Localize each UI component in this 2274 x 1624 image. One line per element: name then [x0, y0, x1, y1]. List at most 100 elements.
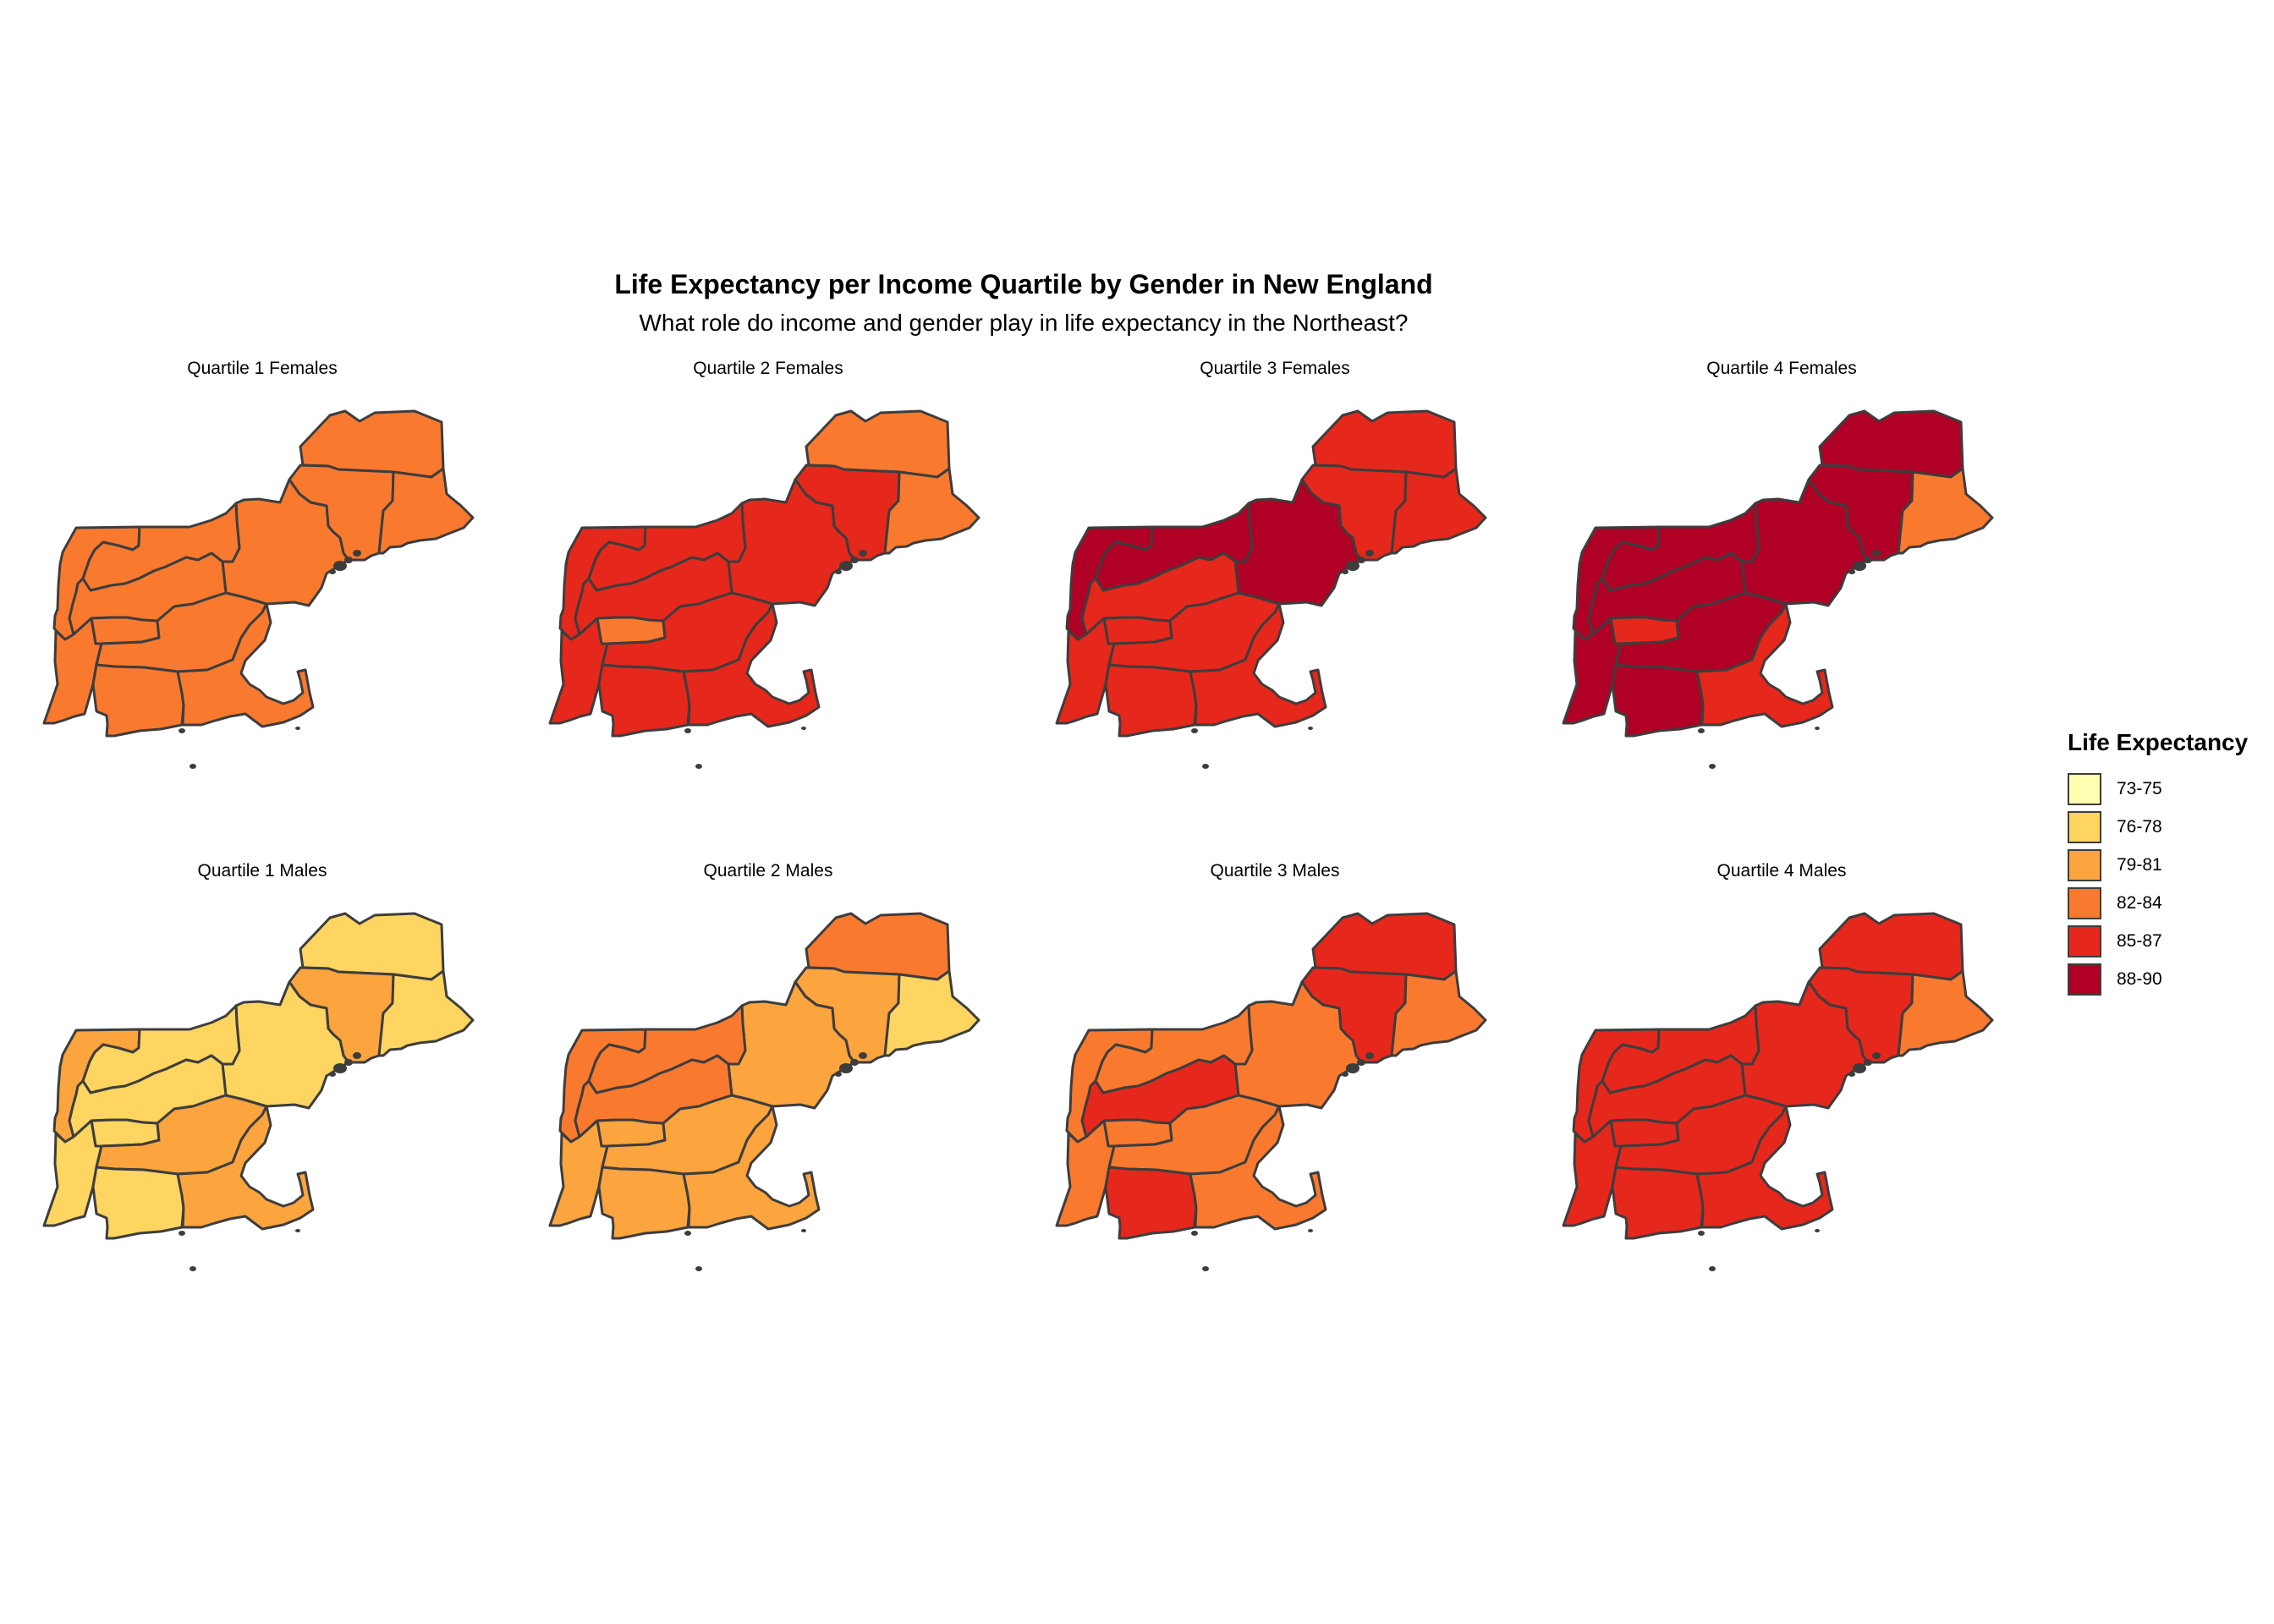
legend-swatch — [2068, 886, 2101, 919]
legend-title: Life Expectancy — [2068, 729, 2249, 755]
coastal-island — [1848, 569, 1855, 574]
region-connecticut — [597, 663, 691, 738]
coastal-island — [1853, 1063, 1866, 1073]
panel-quartile-1-females: Quartile 1 Females — [8, 359, 516, 866]
coastal-island — [695, 764, 702, 769]
region-massachusetts-west — [1055, 1119, 1116, 1227]
legend-label: 79-81 — [2117, 854, 2162, 875]
legend-swatch — [2068, 963, 2101, 996]
panel-quartile-4-females: Quartile 4 Females — [1528, 359, 2035, 866]
coastal-island — [1342, 569, 1348, 574]
panel-title: Quartile 3 Females — [1200, 359, 1350, 378]
choropleth-map — [1055, 912, 1487, 1271]
panel-quartile-2-males: Quartile 2 Males — [514, 861, 1022, 1369]
legend-swatch — [2068, 810, 2101, 843]
legend-item: 79-81 — [2068, 846, 2248, 884]
coastal-island — [859, 1052, 867, 1059]
region-connecticut — [91, 663, 185, 738]
coastal-island — [835, 569, 842, 574]
coastal-island — [801, 727, 806, 730]
coastal-island — [801, 1229, 806, 1232]
legend: Life Expectancy 73-75 76-78 79-81 82-84 … — [2068, 729, 2248, 998]
coastal-island — [344, 557, 353, 563]
panel-quartile-3-males: Quartile 3 Males — [1021, 861, 1529, 1369]
region-maine-east — [883, 969, 980, 1057]
legend-swatch — [2068, 848, 2101, 881]
panel-title: Quartile 4 Females — [1706, 359, 1857, 378]
region-connecticut — [91, 1166, 185, 1240]
region-massachusetts-west — [42, 617, 103, 725]
region-massachusetts-west — [1055, 617, 1116, 725]
legend-item: 85-87 — [2068, 922, 2248, 960]
coastal-island — [1864, 557, 1872, 563]
coastal-island — [1698, 728, 1705, 733]
region-connecticut — [1104, 1166, 1198, 1240]
coastal-island — [1202, 1266, 1209, 1271]
region-massachusetts-west — [1562, 1119, 1623, 1227]
region-massachusetts-west — [548, 617, 609, 725]
chart-subtitle: What role do income and gender play in l… — [639, 310, 1409, 336]
coastal-island — [1191, 728, 1198, 733]
legend-label: 76-78 — [2117, 816, 2162, 837]
legend-label: 82-84 — [2117, 892, 2162, 913]
coastal-island — [1342, 1072, 1348, 1077]
legend-item: 73-75 — [2068, 770, 2248, 808]
coastal-island — [1308, 1229, 1313, 1232]
region-maine-east — [1897, 969, 1994, 1057]
legend-item: 82-84 — [2068, 884, 2248, 922]
coastal-island — [684, 728, 691, 733]
coastal-island — [333, 561, 347, 571]
choropleth-map — [1562, 409, 1994, 769]
region-maine-east — [883, 467, 980, 555]
coastal-island — [190, 764, 196, 769]
region-massachusetts-east — [1695, 1105, 1834, 1231]
legend-label: 73-75 — [2117, 778, 2162, 798]
choropleth-map — [1562, 912, 1994, 1271]
coastal-island — [1308, 727, 1313, 730]
coastal-island — [1357, 557, 1365, 563]
panel-quartile-2-females: Quartile 2 Females — [514, 359, 1022, 866]
legend-swatch — [2068, 924, 2101, 957]
legend-swatch — [2068, 772, 2101, 805]
panel-title: Quartile 2 Males — [703, 861, 833, 881]
legend-label: 85-87 — [2117, 930, 2162, 951]
coastal-island — [835, 1072, 842, 1077]
region-connecticut — [1611, 663, 1705, 738]
coastal-island — [695, 1266, 702, 1271]
coastal-island — [1365, 1052, 1374, 1059]
coastal-island — [839, 1063, 853, 1073]
coastal-island — [179, 728, 185, 733]
coastal-island — [179, 1231, 185, 1236]
coastal-island — [1815, 727, 1820, 730]
chart-title: Life Expectancy per Income Quartile by G… — [614, 269, 1433, 299]
choropleth-map — [42, 912, 475, 1271]
panel-quartile-1-males: Quartile 1 Males — [8, 861, 516, 1369]
coastal-island — [1815, 1229, 1820, 1232]
region-massachusetts-east — [1189, 602, 1327, 728]
region-massachusetts-west — [1562, 617, 1623, 725]
coastal-island — [684, 1231, 691, 1236]
coastal-island — [850, 1059, 859, 1066]
coastal-island — [353, 1052, 361, 1059]
coastal-island — [1357, 1059, 1365, 1066]
coastal-island — [329, 569, 336, 574]
coastal-island — [1365, 550, 1374, 557]
coastal-island — [344, 1059, 353, 1066]
region-maine-east — [1390, 969, 1487, 1057]
panel-title: Quartile 1 Males — [197, 861, 327, 881]
coastal-island — [295, 1229, 300, 1232]
coastal-island — [1709, 764, 1716, 769]
coastal-island — [1698, 1231, 1705, 1236]
coastal-island — [859, 550, 867, 557]
choropleth-map — [548, 409, 980, 769]
region-massachusetts-west — [42, 1119, 103, 1227]
coastal-island — [1872, 1052, 1881, 1059]
choropleth-map — [548, 912, 980, 1271]
coastal-island — [295, 727, 300, 730]
coastal-island — [1191, 1231, 1198, 1236]
coastal-island — [353, 550, 361, 557]
region-massachusetts-east — [1189, 1105, 1327, 1231]
coastal-island — [1202, 764, 1209, 769]
coastal-island — [839, 561, 853, 571]
coastal-island — [1346, 1063, 1359, 1073]
